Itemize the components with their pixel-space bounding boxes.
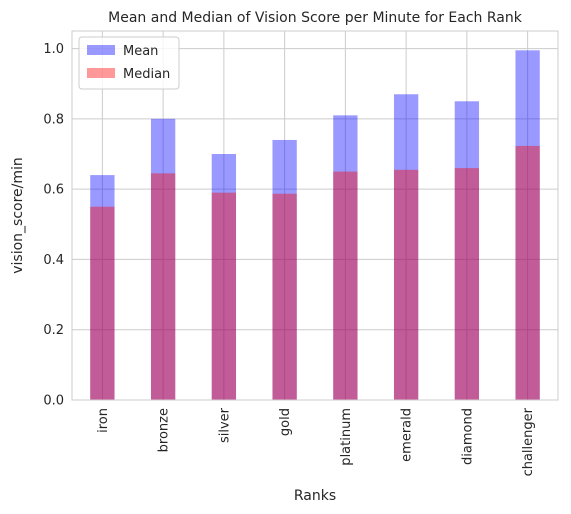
legend: Mean Median: [78, 36, 180, 90]
y-tick-label: 0.4: [43, 253, 64, 268]
y-axis-label: vision_score/min: [10, 157, 26, 274]
legend-swatch-median: [87, 68, 115, 78]
y-tick-label: 0.0: [43, 394, 64, 409]
bar-mean-gold: [272, 139, 297, 400]
bar-mean-challenger: [515, 50, 540, 400]
bars: [90, 50, 540, 401]
y-tick-label: 0.6: [43, 183, 64, 198]
bar-median-platinum: [333, 171, 358, 400]
x-tick-label: bronze: [157, 408, 172, 452]
legend-box: [78, 36, 180, 90]
x-tick-label: platinum: [339, 408, 354, 466]
legend-label-mean: Mean: [123, 44, 158, 59]
bar-median-emerald: [393, 169, 419, 400]
bar-mean-emerald: [393, 94, 419, 400]
x-tick-label: gold: [278, 408, 293, 436]
bar-mean-iron: [90, 175, 115, 400]
y-tick-label: 1.0: [43, 42, 64, 57]
y-axis-ticks: 0.0 0.2 0.4 0.6 0.8 1.0: [43, 42, 64, 408]
x-tick-label: emerald: [400, 408, 415, 462]
bar-median-bronze: [150, 173, 176, 400]
legend-swatch-mean: [87, 45, 115, 55]
legend-label-median: Median: [123, 67, 170, 82]
bar-median-gold: [272, 193, 297, 400]
bar-median-challenger: [515, 145, 540, 400]
y-tick-label: 0.8: [43, 112, 64, 127]
plot-frame: [71, 30, 559, 401]
x-tick-label: challenger: [521, 407, 536, 476]
bar-median-iron: [90, 206, 115, 400]
x-tick-label: diamond: [460, 408, 475, 465]
x-axis-label: Ranks: [294, 488, 336, 504]
bar-mean-platinum: [333, 115, 358, 400]
bar-mean-diamond: [454, 101, 480, 401]
y-tick-label: 0.2: [43, 323, 64, 338]
x-axis-ticks: iron bronze silver gold platinum emerald diamo…: [96, 407, 536, 476]
bar-mean-silver: [211, 154, 237, 400]
x-tick-label: silver: [217, 407, 232, 443]
x-tick-label: iron: [96, 408, 111, 433]
plot-area: [72, 31, 558, 400]
chart-title: Mean and Median of Vision Score per Minu…: [108, 10, 523, 26]
grid-lines: [72, 31, 558, 401]
bar-median-silver: [211, 192, 237, 400]
bar-median-diamond: [454, 168, 480, 400]
bar-mean-bronze: [150, 118, 176, 400]
